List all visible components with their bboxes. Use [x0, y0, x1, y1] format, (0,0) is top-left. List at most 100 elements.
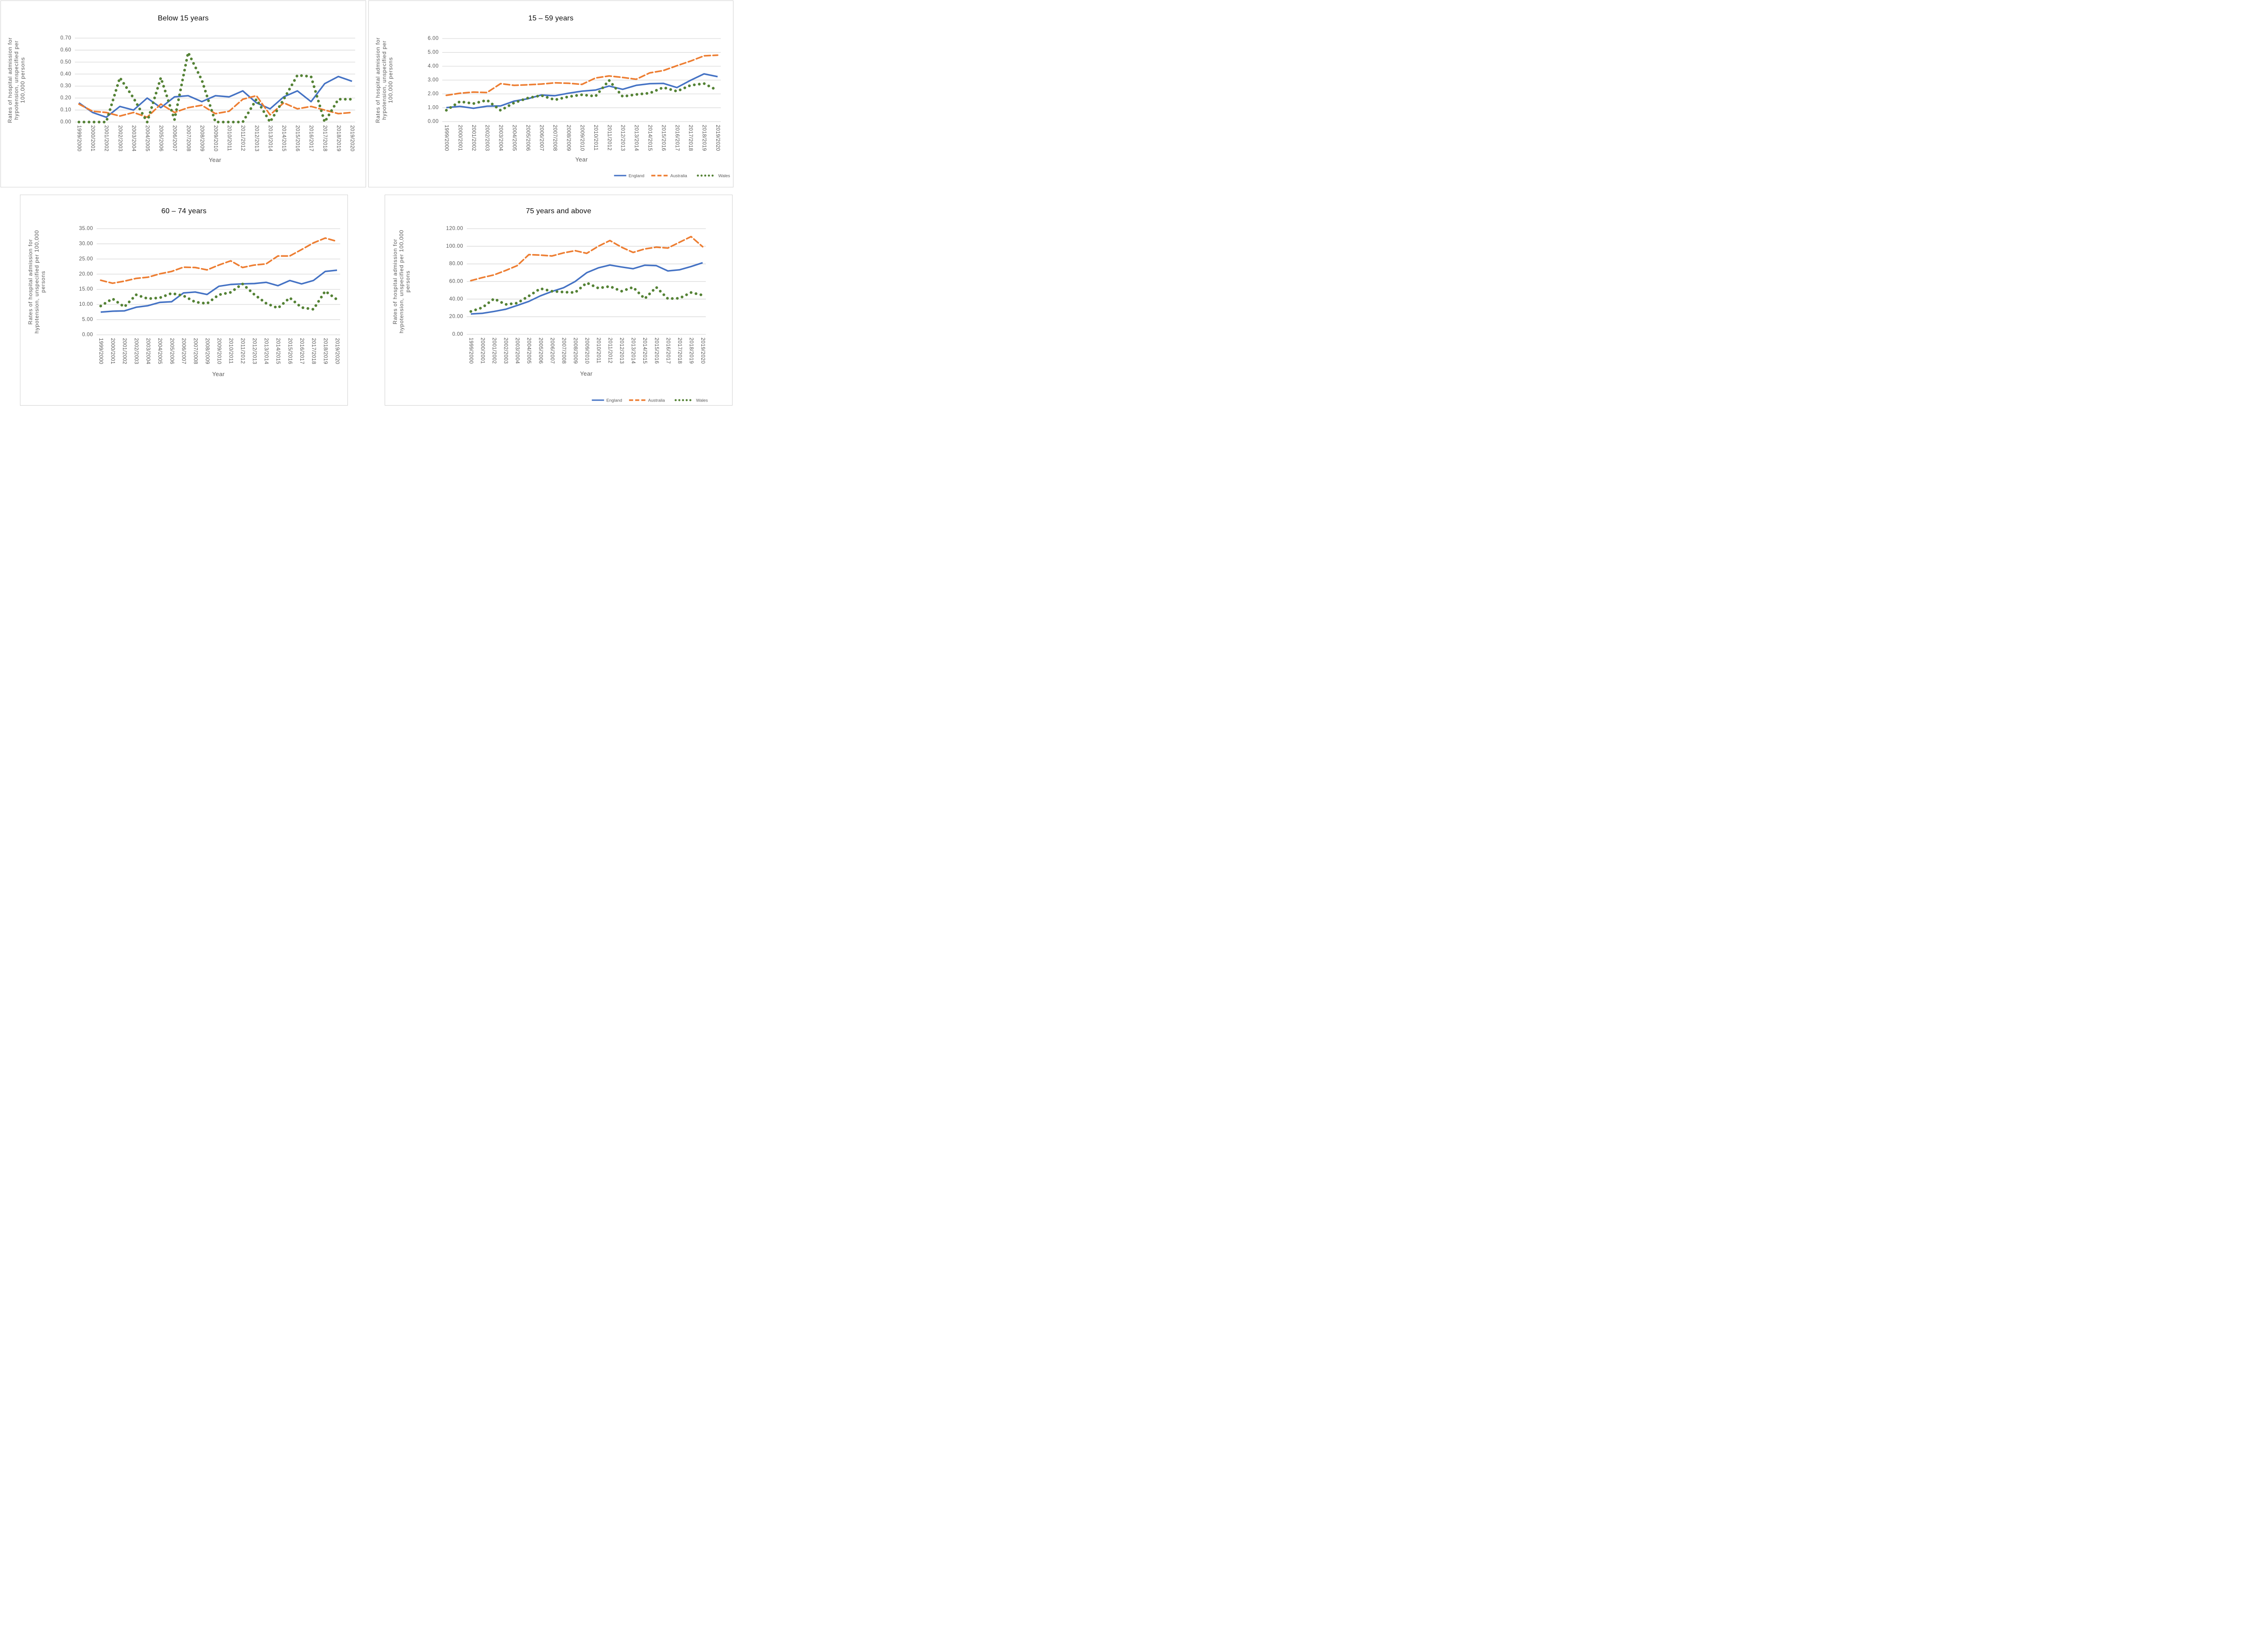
- x-tick-label: 2009/2010: [584, 338, 589, 364]
- series-line-australia: [100, 237, 338, 284]
- x-tick-label: 2000/2001: [90, 125, 95, 152]
- x-axis-title: Year: [209, 157, 221, 163]
- x-tick-label: 2008/2009: [199, 125, 205, 152]
- chart-plot-below-15: 0.00 0.10 0.20 0.30 0.40 0.50 0.60 0.70 1999/200…: [7, 35, 355, 163]
- x-tick-label: 2001/2002: [471, 125, 476, 151]
- x-axis-title: Year: [575, 156, 588, 163]
- x-tick-label: 2015/2016: [287, 338, 293, 364]
- chart-title: 15 – 59 years: [528, 15, 574, 22]
- y-tick-label: 120.00: [446, 226, 463, 231]
- x-tick-label: 1999/2000: [98, 338, 103, 364]
- series-line-wales: [469, 281, 704, 313]
- series-line-england: [470, 262, 703, 315]
- y-tick-label: 40.00: [449, 296, 463, 302]
- y-tick-label: 0.20: [60, 95, 71, 101]
- x-tick-label: 2018/2019: [701, 125, 707, 151]
- x-tick-label: 2015/2016: [660, 125, 666, 151]
- y-tick-label: 15.00: [79, 287, 93, 292]
- y-axis-title-line: hypotension, unspecified per 100,000: [398, 230, 405, 333]
- x-tick-label: 2009/2010: [579, 125, 585, 151]
- y-tick-label: 80.00: [449, 261, 463, 267]
- series-line-australia: [78, 95, 353, 118]
- y-tick-label: 10.00: [79, 302, 93, 307]
- x-tick-label: 2019/2020: [700, 338, 705, 364]
- x-tick-label: 2004/2005: [157, 338, 162, 364]
- y-tick-label: 0.40: [60, 71, 71, 77]
- y-tick-label: 4.00: [428, 64, 439, 69]
- y-tick-label: 0.30: [60, 83, 71, 89]
- x-tick-label: 2019/2020: [349, 125, 355, 152]
- y-tick-label: 0.60: [60, 47, 71, 53]
- x-tick-label: 2001/2002: [122, 338, 127, 364]
- y-axis-title-line: Rates of hospital admission for: [375, 37, 381, 123]
- x-tick-label: 2000/2001: [457, 125, 463, 151]
- y-tick-label: 0.50: [60, 59, 71, 65]
- y-tick-label: 0.00: [452, 332, 463, 337]
- x-axis-title: Year: [580, 370, 593, 377]
- x-tick-label: 1999/2000: [444, 125, 449, 151]
- chart-title: 60 – 74 years: [161, 207, 207, 215]
- x-tick-label: 2008/2009: [566, 125, 571, 151]
- x-tick-label: 2007/2008: [552, 125, 557, 151]
- series-line-australia: [470, 235, 704, 282]
- series-line-wales: [445, 79, 719, 112]
- x-tick-label: 2013/2014: [267, 125, 273, 152]
- y-tick-label: 5.00: [428, 50, 439, 55]
- x-tick-label: 2001/2002: [103, 125, 109, 152]
- x-tick-label: 2010/2011: [596, 338, 601, 363]
- x-tick-label: 2007/2008: [186, 125, 191, 152]
- chart-panel-below-15: Below 15 years 0.00 0.10 0.20 0.30 0.40 0.50 0…: [0, 0, 366, 187]
- x-tick-label: 2007/2008: [561, 338, 566, 364]
- legend-label-wales: Wales: [696, 398, 708, 403]
- series-line-australia: [445, 54, 719, 96]
- y-tick-label: 0.00: [428, 119, 439, 124]
- x-tick-label: 2005/2006: [525, 125, 530, 151]
- x-tick-label: 2006/2007: [172, 125, 177, 152]
- chart-plot-75-above: 0.00 20.00 40.00 60.00 80.00 100.00 120.00 1999…: [392, 226, 708, 403]
- x-tick-label: 2018/2019: [323, 338, 328, 364]
- x-tick-label: 2016/2017: [299, 338, 304, 364]
- legend-label-wales: Wales: [719, 174, 730, 179]
- x-tick-label: 2015/2016: [654, 338, 659, 364]
- chart-panel-15-59: 15 – 59 years 0.00 1.00 2.00 3.00 4.00 5.00 6.…: [368, 0, 733, 187]
- x-tick-label: 2004/2005: [511, 125, 517, 151]
- x-tick-label: 2017/2018: [311, 338, 316, 364]
- x-tick-label: 2019/2020: [334, 338, 340, 364]
- x-tick-label: 2005/2006: [538, 338, 543, 364]
- y-tick-label: 0.00: [82, 332, 93, 338]
- x-tick-label: 2016/2017: [665, 338, 670, 364]
- x-tick-label: 1999/2000: [76, 125, 82, 152]
- y-tick-label: 30.00: [79, 241, 93, 246]
- chart-panel-75-above: 75 years and above 0.00 20.00 40.00 60.00 80…: [385, 195, 733, 406]
- y-axis-title-line: hypotension, unspecified per: [381, 40, 387, 120]
- x-tick-label: 2012/2013: [254, 125, 259, 152]
- x-tick-label: 2017/2018: [322, 125, 327, 152]
- x-tick-label: 2006/2007: [181, 338, 186, 364]
- y-tick-label: 0.10: [60, 108, 71, 113]
- x-tick-label: 2005/2006: [169, 338, 174, 364]
- x-tick-label: 2011/2012: [607, 338, 613, 363]
- chart-title: Below 15 years: [157, 15, 209, 22]
- series-line-england: [78, 75, 352, 118]
- x-tick-label: 2017/2018: [677, 338, 682, 364]
- x-tick-label: 2016/2017: [308, 125, 314, 152]
- y-axis-title-line: persons: [405, 270, 411, 292]
- x-tick-label: 2004/2005: [526, 338, 532, 364]
- y-tick-label: 1.00: [428, 105, 439, 111]
- chart-plot-60-74: 0.00 5.00 10.00 15.00 20.00 25.00 30.00 35.00 19…: [27, 226, 340, 377]
- y-tick-label: 0.00: [60, 119, 71, 125]
- x-tick-label: 2004/2005: [144, 125, 150, 152]
- x-tick-label: 2018/2019: [336, 125, 341, 152]
- y-tick-label: 20.00: [449, 314, 463, 319]
- x-tick-label: 2003/2004: [498, 125, 503, 151]
- y-tick-label: 20.00: [79, 271, 93, 277]
- legend-label-australia: Australia: [670, 174, 688, 179]
- series-line-england: [446, 73, 718, 109]
- series-line-england: [100, 269, 337, 313]
- y-tick-label: 3.00: [428, 78, 439, 83]
- x-tick-label: 1999/2000: [468, 338, 474, 364]
- y-tick-label: 35.00: [79, 226, 93, 231]
- y-axis-title-line: 100,000 persons: [20, 57, 26, 103]
- x-tick-label: 2003/2004: [514, 338, 520, 364]
- y-axis-title-line: Rates of hospital admission for: [7, 37, 13, 123]
